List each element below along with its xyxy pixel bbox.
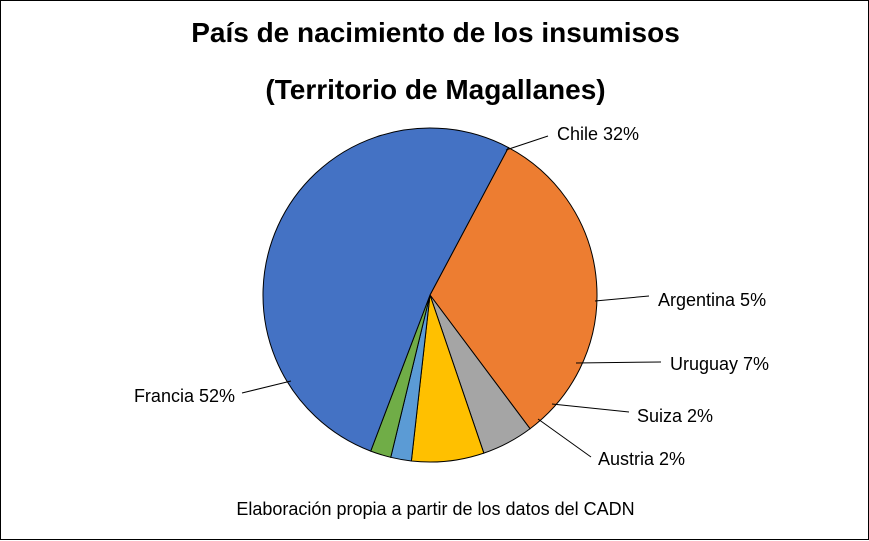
- pie-slice-francia: [262, 127, 510, 452]
- slice-label-francia: Francia 52%: [134, 386, 235, 406]
- slice-label-suiza: Suiza 2%: [637, 406, 713, 426]
- leader-line-argentina: [594, 295, 650, 302]
- slice-label-chile: Chile 32%: [557, 124, 639, 144]
- slice-label-uruguay: Uruguay 7%: [670, 354, 769, 374]
- leader-line-suiza: [551, 403, 630, 413]
- chart-subtitle: (Territorio de Magallanes): [265, 74, 606, 105]
- source-note: Elaboración propia a partir de los datos…: [236, 499, 635, 519]
- leader-line-chile: [505, 135, 549, 151]
- leader-line-francia: [241, 380, 292, 394]
- leader-line-uruguay: [575, 361, 662, 364]
- leader-line-austria: [537, 418, 592, 458]
- chart-title: País de nacimiento de los insumisos: [191, 17, 680, 48]
- slice-label-argentina: Argentina 5%: [658, 290, 766, 310]
- pie-slice-chile: [429, 146, 598, 430]
- slice-label-austria: Austria 2%: [598, 449, 685, 469]
